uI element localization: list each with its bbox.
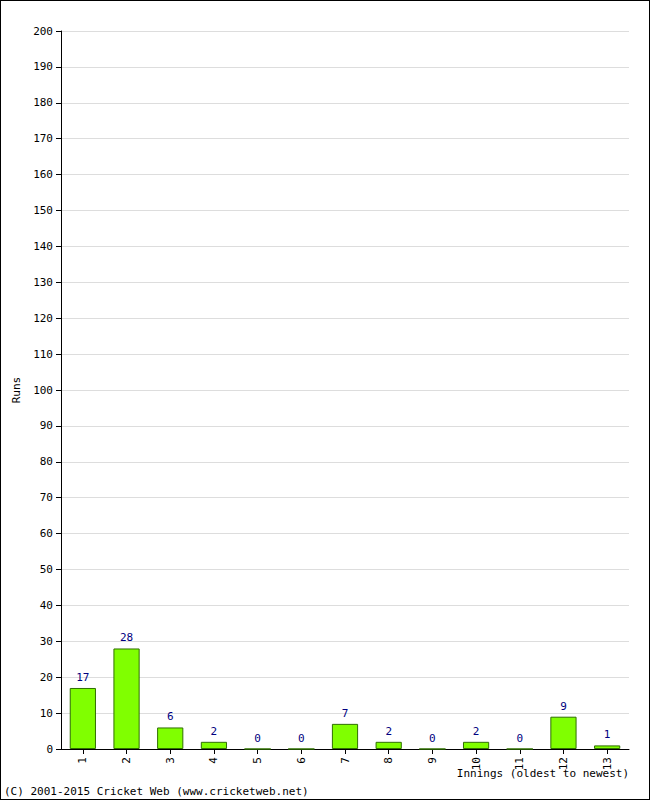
svg-text:110: 110 [33, 348, 53, 361]
svg-text:1: 1 [604, 728, 611, 741]
svg-text:200: 200 [33, 25, 53, 38]
svg-text:40: 40 [40, 599, 53, 612]
svg-text:70: 70 [40, 491, 53, 504]
svg-text:50: 50 [40, 563, 53, 576]
svg-text:0: 0 [429, 732, 436, 745]
svg-text:28: 28 [120, 631, 133, 644]
svg-text:170: 170 [33, 132, 53, 145]
svg-text:4: 4 [207, 757, 220, 764]
svg-text:190: 190 [33, 60, 53, 73]
svg-text:9: 9 [426, 757, 439, 764]
svg-text:6: 6 [167, 710, 174, 723]
svg-text:Runs: Runs [10, 377, 23, 404]
svg-text:30: 30 [40, 635, 53, 648]
svg-text:120: 120 [33, 312, 53, 325]
svg-text:7: 7 [339, 757, 352, 764]
svg-text:(C) 2001-2015 Cricket Web (www: (C) 2001-2015 Cricket Web (www.cricketwe… [4, 785, 309, 798]
svg-text:2: 2 [211, 725, 218, 738]
svg-text:8: 8 [382, 757, 395, 764]
svg-text:7: 7 [342, 707, 349, 720]
svg-text:17: 17 [76, 671, 89, 684]
svg-text:2: 2 [120, 757, 133, 764]
svg-text:100: 100 [33, 384, 53, 397]
svg-text:12: 12 [557, 757, 570, 770]
svg-text:6: 6 [295, 757, 308, 764]
svg-text:140: 140 [33, 240, 53, 253]
svg-text:2: 2 [385, 725, 392, 738]
svg-text:150: 150 [33, 204, 53, 217]
svg-text:Innings (oldest to newest): Innings (oldest to newest) [456, 767, 629, 780]
svg-text:2: 2 [473, 725, 480, 738]
svg-text:20: 20 [40, 671, 53, 684]
svg-text:13: 13 [601, 757, 614, 770]
svg-text:3: 3 [164, 757, 177, 764]
svg-text:0: 0 [254, 732, 261, 745]
svg-text:11: 11 [513, 757, 526, 770]
svg-text:90: 90 [40, 419, 53, 432]
svg-text:180: 180 [33, 96, 53, 109]
svg-text:0: 0 [298, 732, 305, 745]
svg-text:80: 80 [40, 455, 53, 468]
svg-text:130: 130 [33, 276, 53, 289]
svg-text:10: 10 [40, 707, 53, 720]
svg-text:10: 10 [470, 757, 483, 770]
svg-text:9: 9 [560, 700, 567, 713]
svg-text:5: 5 [251, 757, 264, 764]
svg-text:0: 0 [46, 743, 53, 756]
svg-text:1: 1 [76, 757, 89, 764]
svg-text:160: 160 [33, 168, 53, 181]
svg-text:60: 60 [40, 527, 53, 540]
svg-text:0: 0 [516, 732, 523, 745]
